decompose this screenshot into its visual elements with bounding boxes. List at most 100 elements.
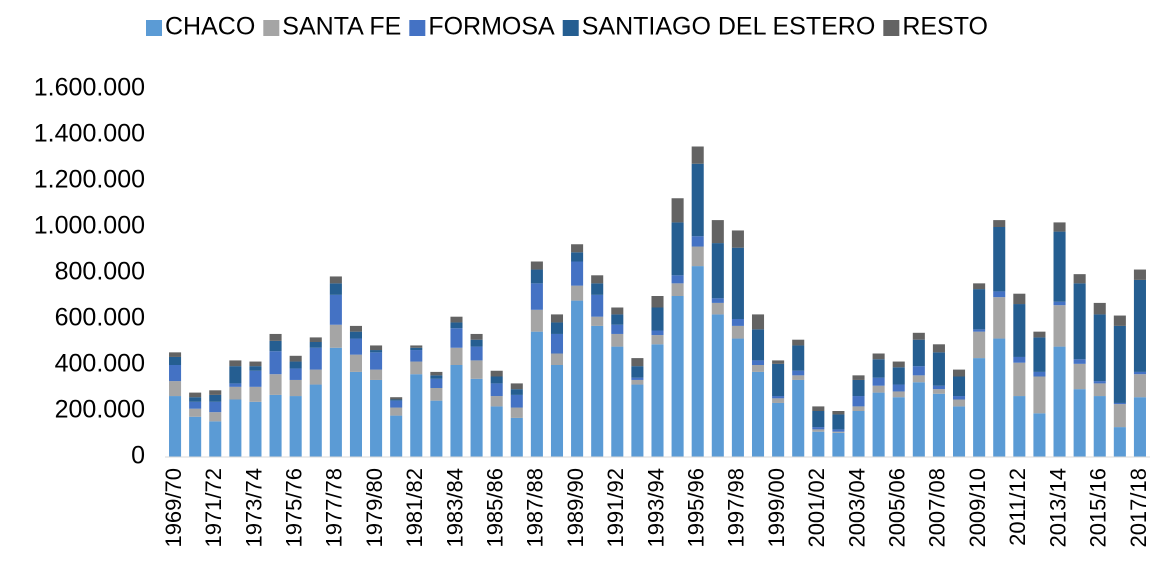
bar-segment [1073,274,1086,284]
y-tick-label: 1.400.000 [34,120,145,148]
legend-swatch [883,20,900,36]
bar-segment [1013,396,1026,457]
x-tick-label: 2015/16 [1086,468,1111,548]
bar-segment [993,227,1006,292]
bar-segment [430,400,443,457]
bar-segment [671,283,684,296]
bar-segment [229,383,242,387]
bar-segment [912,382,925,457]
bar-segment [792,375,805,380]
bar-segment [591,325,604,457]
bar-segment [490,376,503,384]
bar-segment [390,407,403,416]
bar-segment [430,375,443,379]
bar-segment [470,339,483,347]
bar-segment [550,333,564,354]
x-tick-label: 1999/00 [764,468,789,548]
bar-segment [611,314,624,325]
bar-segment [249,366,262,371]
legend-label: FORMOSA [428,13,555,41]
bar-segment [1113,404,1126,428]
y-tick-label: 1.200.000 [34,166,145,194]
bar-segment [410,350,423,362]
bar-segment [1113,427,1126,457]
bar-segment [832,411,845,415]
x-tick-label: 2007/08 [925,468,950,548]
bar-segment [691,266,704,457]
bar-segment [611,307,624,315]
bar-segment [289,361,302,369]
bar-segment [953,396,966,400]
bar-segment [309,342,322,348]
bar-segment [1133,279,1146,372]
bar-segment [1053,346,1066,457]
bar-segment [651,307,664,331]
bar-segment [932,352,945,386]
bar-segment [169,356,182,365]
bar-segment [370,350,383,353]
bar-segment [973,289,986,330]
x-tick-label: 1977/78 [322,468,347,548]
x-tick-label: 1981/82 [402,468,427,548]
bar-segment [651,344,664,457]
bar-segment [812,429,825,432]
bar-segment [209,421,222,457]
x-tick-label: 1995/96 [684,468,709,548]
bar-segment [792,370,805,376]
bar-segment [591,275,604,284]
x-tick-label: 1975/76 [281,468,306,548]
bar-segment [1013,362,1026,397]
x-tick-label: 1973/74 [241,468,266,548]
bar-segment [510,383,523,390]
bar-segment [1113,402,1126,405]
y-tick-label: 400.000 [55,350,145,378]
bar-segment [731,319,744,326]
bar-segment [832,431,845,433]
bar-segment [792,339,805,346]
bar-segment [852,375,865,380]
bar-segment [209,394,222,402]
bar-segment [349,354,362,372]
bar-segment [169,365,182,382]
bar-segment [390,397,403,400]
bar-segment [249,361,262,367]
bar-segment [530,269,543,284]
bar-segment [1033,376,1046,414]
bar-segment [993,338,1006,457]
x-tick-label: 2005/06 [885,468,910,548]
bar-segment [410,361,423,375]
bar-segment [711,220,724,244]
bar-segment [571,285,584,301]
bar-segment [1013,356,1026,363]
bar-segment [651,296,664,308]
bar-segment [309,337,322,342]
bar-segment [189,416,202,457]
bar-segment [731,338,744,457]
bar-segment [390,400,403,408]
bar-segment [711,298,724,303]
bar-segment [711,243,724,299]
x-tick-label: 1971/72 [201,468,226,548]
bar-segment [329,283,342,295]
bar-segment [792,379,805,457]
bar-segment [711,314,724,457]
bar-segment [1113,315,1126,326]
bar-segment [370,345,383,351]
bar-segment [349,338,362,355]
bar-segment [309,384,322,457]
bar-segment [892,361,905,368]
bar-segment [169,396,182,457]
bar-segment [349,371,362,457]
bar-segment [1073,363,1086,390]
bar-segment [691,146,704,164]
legend-swatch [562,20,579,36]
bar-segment [691,236,704,247]
bar-segment [370,352,383,370]
bar-segment [1073,389,1086,457]
bar-segment [349,325,362,332]
bar-segment [1133,374,1146,398]
bar-segment [470,360,483,379]
bar-segment [953,399,966,407]
bar-segment [430,378,443,388]
bar-segment [973,283,986,290]
